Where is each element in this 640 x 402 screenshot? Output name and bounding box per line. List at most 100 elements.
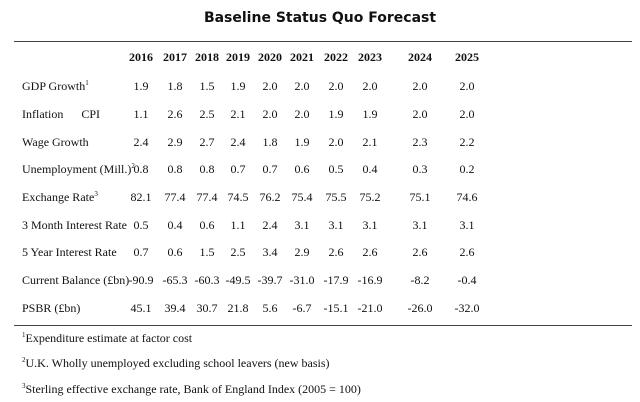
- table-cell: 74.6: [456, 190, 478, 204]
- table-cell: 0.7: [262, 162, 278, 176]
- table-cell: 0.6: [294, 162, 310, 176]
- table-cell: 2.4: [133, 135, 149, 149]
- row-label: PSBR (£bn): [22, 301, 81, 315]
- year-header: 2018: [195, 50, 219, 64]
- table-cell: 77.4: [164, 190, 186, 204]
- year-header: 2017: [163, 50, 187, 64]
- table-cell: -17.9: [323, 273, 349, 287]
- table-cell: 2.0: [459, 107, 475, 121]
- table-cell: 2.2: [459, 135, 475, 149]
- table-cell: 77.4: [196, 190, 218, 204]
- footnote-marker: 1: [85, 79, 89, 87]
- table-cell: 0.8: [167, 162, 183, 176]
- year-header: 2022: [324, 50, 348, 64]
- table-cell: 2.0: [262, 107, 278, 121]
- table-cell: 76.2: [259, 190, 281, 204]
- year-header: 2020: [258, 50, 282, 64]
- table-cell: 2.0: [328, 135, 344, 149]
- table-cell: 1.9: [133, 79, 149, 93]
- table-cell: 1.5: [199, 79, 215, 93]
- table-cell: -26.0: [407, 301, 433, 315]
- table-cell: -39.7: [257, 273, 283, 287]
- table-cell: -6.7: [292, 301, 312, 315]
- table-cell: 0.5: [328, 162, 344, 176]
- table-cell: 1.9: [328, 107, 344, 121]
- table-cell: 30.7: [196, 301, 218, 315]
- table-cell: 3.1: [459, 218, 475, 232]
- year-header: 2021: [290, 50, 314, 64]
- table-cell: 1.9: [362, 107, 378, 121]
- year-header: 2016: [129, 50, 153, 64]
- table-cell: 0.2: [459, 162, 475, 176]
- table-cell: 3.1: [328, 218, 344, 232]
- table-cell: -60.3: [194, 273, 220, 287]
- row-label: Unemployment (Mill.)2: [22, 162, 135, 176]
- table-cell: -49.5: [225, 273, 251, 287]
- row-label: Current Balance (£bn): [22, 273, 130, 287]
- table-cell: 2.9: [294, 245, 310, 259]
- table-cell: 2.0: [294, 107, 310, 121]
- table-cell: 2.0: [412, 107, 428, 121]
- footnote-marker: 2: [131, 162, 135, 170]
- year-header: 2024: [408, 50, 432, 64]
- table-cell: 2.7: [199, 135, 215, 149]
- table-cell: 0.8: [133, 162, 149, 176]
- row-label: Wage Growth: [22, 135, 89, 149]
- table-cell: 75.1: [409, 190, 431, 204]
- table-cell: 74.5: [227, 190, 249, 204]
- table-cell: 2.5: [230, 245, 246, 259]
- footnote: 1Expenditure estimate at factor cost: [22, 331, 193, 345]
- table-cell: 75.5: [325, 190, 347, 204]
- table-cell: 1.9: [230, 79, 246, 93]
- table-cell: 2.4: [230, 135, 246, 149]
- table-cell: 3.1: [362, 218, 378, 232]
- table-cell: 0.4: [167, 218, 183, 232]
- table-cell: 5.6: [262, 301, 278, 315]
- table-cell: 82.1: [130, 190, 152, 204]
- bottom-rule: [14, 325, 632, 326]
- table-cell: -8.2: [410, 273, 430, 287]
- table-cell: 3.1: [412, 218, 428, 232]
- table-cell: 2.1: [362, 135, 378, 149]
- table-cell: 1.1: [133, 107, 149, 121]
- table-cell: 2.6: [167, 107, 183, 121]
- row-label: Inflation CPI: [22, 107, 100, 121]
- table-cell: 2.6: [459, 245, 475, 259]
- table-cell: 0.6: [167, 245, 183, 259]
- row-label: 5 Year Interest Rate: [22, 245, 117, 259]
- table-cell: 2.0: [328, 79, 344, 93]
- table-cell: -16.9: [357, 273, 383, 287]
- table-cell: 3.1: [294, 218, 310, 232]
- table-cell: 1.1: [230, 218, 246, 232]
- table-cell: -15.1: [323, 301, 349, 315]
- year-header: 2019: [226, 50, 250, 64]
- table-cell: -0.4: [457, 273, 477, 287]
- table-cell: 45.1: [130, 301, 152, 315]
- table-cell: 2.0: [262, 79, 278, 93]
- table-cell: 2.0: [459, 79, 475, 93]
- footnote-marker: 3: [94, 190, 98, 198]
- table-cell: 2.0: [362, 79, 378, 93]
- footnote: 2U.K. Wholly unemployed excluding school…: [22, 356, 330, 370]
- table-cell: 21.8: [227, 301, 249, 315]
- table-cell: 2.1: [230, 107, 246, 121]
- table-cell: 0.7: [230, 162, 246, 176]
- table-cell: 2.5: [199, 107, 215, 121]
- table-cell: 75.2: [359, 190, 381, 204]
- table-title: Baseline Status Quo Forecast: [203, 10, 437, 26]
- year-header: 2023: [358, 50, 382, 64]
- table-cell: 2.6: [362, 245, 378, 259]
- table-cell: 1.5: [199, 245, 215, 259]
- table-cell: 1.8: [167, 79, 183, 93]
- table-cell: 0.6: [199, 218, 215, 232]
- year-header: 2025: [455, 50, 479, 64]
- table-cell: 2.3: [412, 135, 428, 149]
- footnote: 3Sterling effective exchange rate, Bank …: [22, 382, 361, 396]
- table-cell: 39.4: [164, 301, 186, 315]
- table-cell: 0.8: [199, 162, 215, 176]
- top-rule: [14, 41, 632, 42]
- table-cell: 2.6: [328, 245, 344, 259]
- table-cell: -90.9: [128, 273, 154, 287]
- table-cell: 0.4: [362, 162, 378, 176]
- table-cell: -65.3: [162, 273, 188, 287]
